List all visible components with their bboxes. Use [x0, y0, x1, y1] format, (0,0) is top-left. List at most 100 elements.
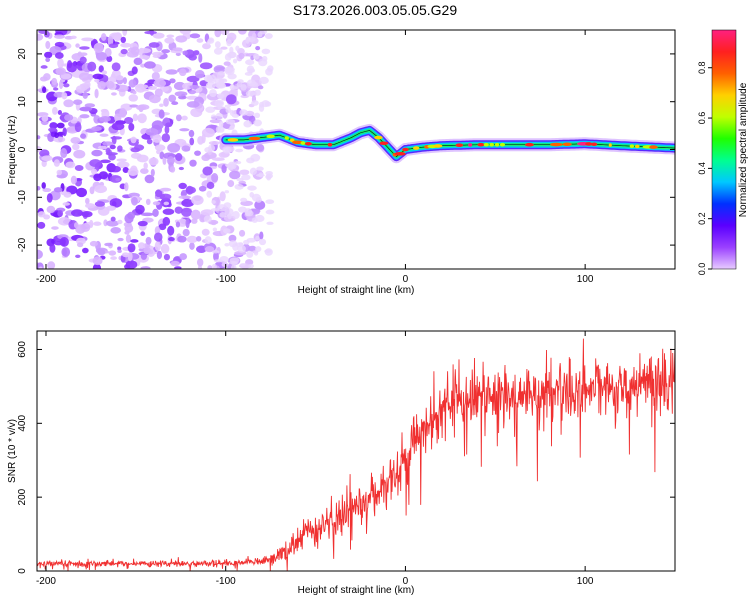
noise-blob — [175, 153, 183, 162]
noise-blob — [44, 51, 53, 59]
noise-blob — [131, 66, 138, 75]
noise-blob — [221, 262, 229, 268]
noise-blob — [241, 174, 251, 181]
signal-hotspot — [374, 135, 383, 140]
noise-blob — [76, 242, 84, 248]
y-tick-label: 0 — [17, 568, 28, 574]
noise-blob — [41, 155, 53, 162]
noise-blob — [154, 241, 161, 251]
noise-blob — [198, 185, 207, 192]
y-tick-label: 400 — [17, 415, 28, 432]
noise-blob — [140, 212, 154, 217]
snr-plot: -200 -100 0 100 0 200 400 600 Height of straig… — [7, 330, 676, 596]
noise-blob — [256, 166, 264, 172]
noise-blob — [220, 30, 230, 36]
noise-blob — [159, 85, 170, 92]
noise-blob — [161, 49, 171, 54]
x-tick-label: -100 — [216, 274, 236, 285]
noise-blob — [265, 199, 275, 205]
noise-blob — [251, 193, 261, 202]
noise-blob — [231, 113, 240, 118]
signal-hotspot — [477, 142, 485, 147]
noise-blob — [116, 161, 130, 169]
signal-hotspot — [494, 142, 500, 147]
noise-blob — [94, 184, 108, 194]
noise-blob — [70, 209, 84, 217]
noise-blob — [234, 160, 242, 165]
noise-blob — [79, 106, 93, 112]
noise-blob — [258, 76, 269, 85]
noise-blob — [259, 30, 267, 35]
noise-blob — [140, 266, 151, 269]
noise-blob — [53, 187, 63, 193]
noise-blob — [63, 99, 74, 108]
signal-hotspot — [629, 144, 635, 148]
noise-blob — [213, 251, 219, 262]
noise-blob — [56, 122, 65, 129]
noise-blob — [151, 51, 164, 56]
noise-blob — [54, 41, 65, 48]
noise-blob — [62, 127, 67, 137]
noise-blob — [82, 91, 88, 99]
noise-blob — [138, 55, 150, 60]
noise-blob — [61, 92, 68, 100]
noise-blob — [116, 158, 127, 162]
noise-blob — [214, 41, 221, 49]
noise-blob — [162, 208, 175, 215]
noise-blob — [229, 109, 235, 116]
noise-blob — [214, 30, 222, 38]
noise-blob — [74, 122, 82, 133]
noise-blob — [261, 48, 271, 55]
noise-blob — [109, 198, 123, 208]
noise-blob — [94, 201, 106, 207]
noise-blob — [152, 134, 162, 143]
noise-blob — [177, 235, 187, 243]
signal-hotspot — [379, 141, 389, 146]
noise-blob — [238, 52, 245, 60]
noise-blob — [206, 181, 215, 190]
noise-blob — [182, 228, 190, 237]
noise-blob — [218, 120, 224, 128]
noise-blob — [37, 186, 41, 191]
noise-blob — [150, 168, 155, 177]
noise-blob — [250, 153, 261, 162]
noise-blob — [113, 34, 122, 41]
signal-hotspot — [483, 142, 489, 147]
x-tick-label: -200 — [36, 274, 56, 285]
noise-blob — [140, 231, 146, 236]
colorbar-tick-label: 0.0 — [697, 263, 707, 276]
x-tick-label: -200 — [36, 576, 56, 587]
noise-blob — [225, 107, 231, 114]
noise-blob — [57, 109, 63, 116]
noise-blob — [62, 202, 71, 206]
signal-hotspot — [649, 145, 658, 149]
signal-hotspot — [585, 142, 593, 146]
noise-blob — [210, 114, 217, 120]
noise-blob — [266, 221, 274, 225]
signal-hotspot — [591, 142, 598, 147]
x-tick-label: 0 — [403, 576, 409, 587]
noise-blob — [106, 55, 113, 63]
noise-blob — [51, 226, 59, 230]
noise-blob — [229, 170, 241, 180]
noise-blob — [203, 215, 212, 223]
noise-blob — [186, 101, 200, 108]
noise-blob — [191, 218, 198, 224]
noise-blob — [175, 114, 182, 122]
noise-blob — [189, 137, 195, 146]
noise-blob — [131, 196, 138, 206]
noise-blob — [217, 102, 222, 110]
colorbar-tick-label: 0.8 — [697, 61, 707, 74]
noise-blob — [205, 106, 216, 113]
noise-blob — [220, 46, 228, 50]
x-tick-label: 100 — [577, 274, 594, 285]
noise-blob — [189, 242, 195, 250]
signal-hotspot — [489, 142, 494, 147]
noise-blob — [217, 126, 225, 133]
noise-blob — [97, 145, 108, 150]
noise-blob — [171, 101, 179, 106]
snr-plot-area — [37, 331, 675, 571]
noise-blob — [179, 128, 190, 132]
noise-blob — [212, 227, 218, 232]
